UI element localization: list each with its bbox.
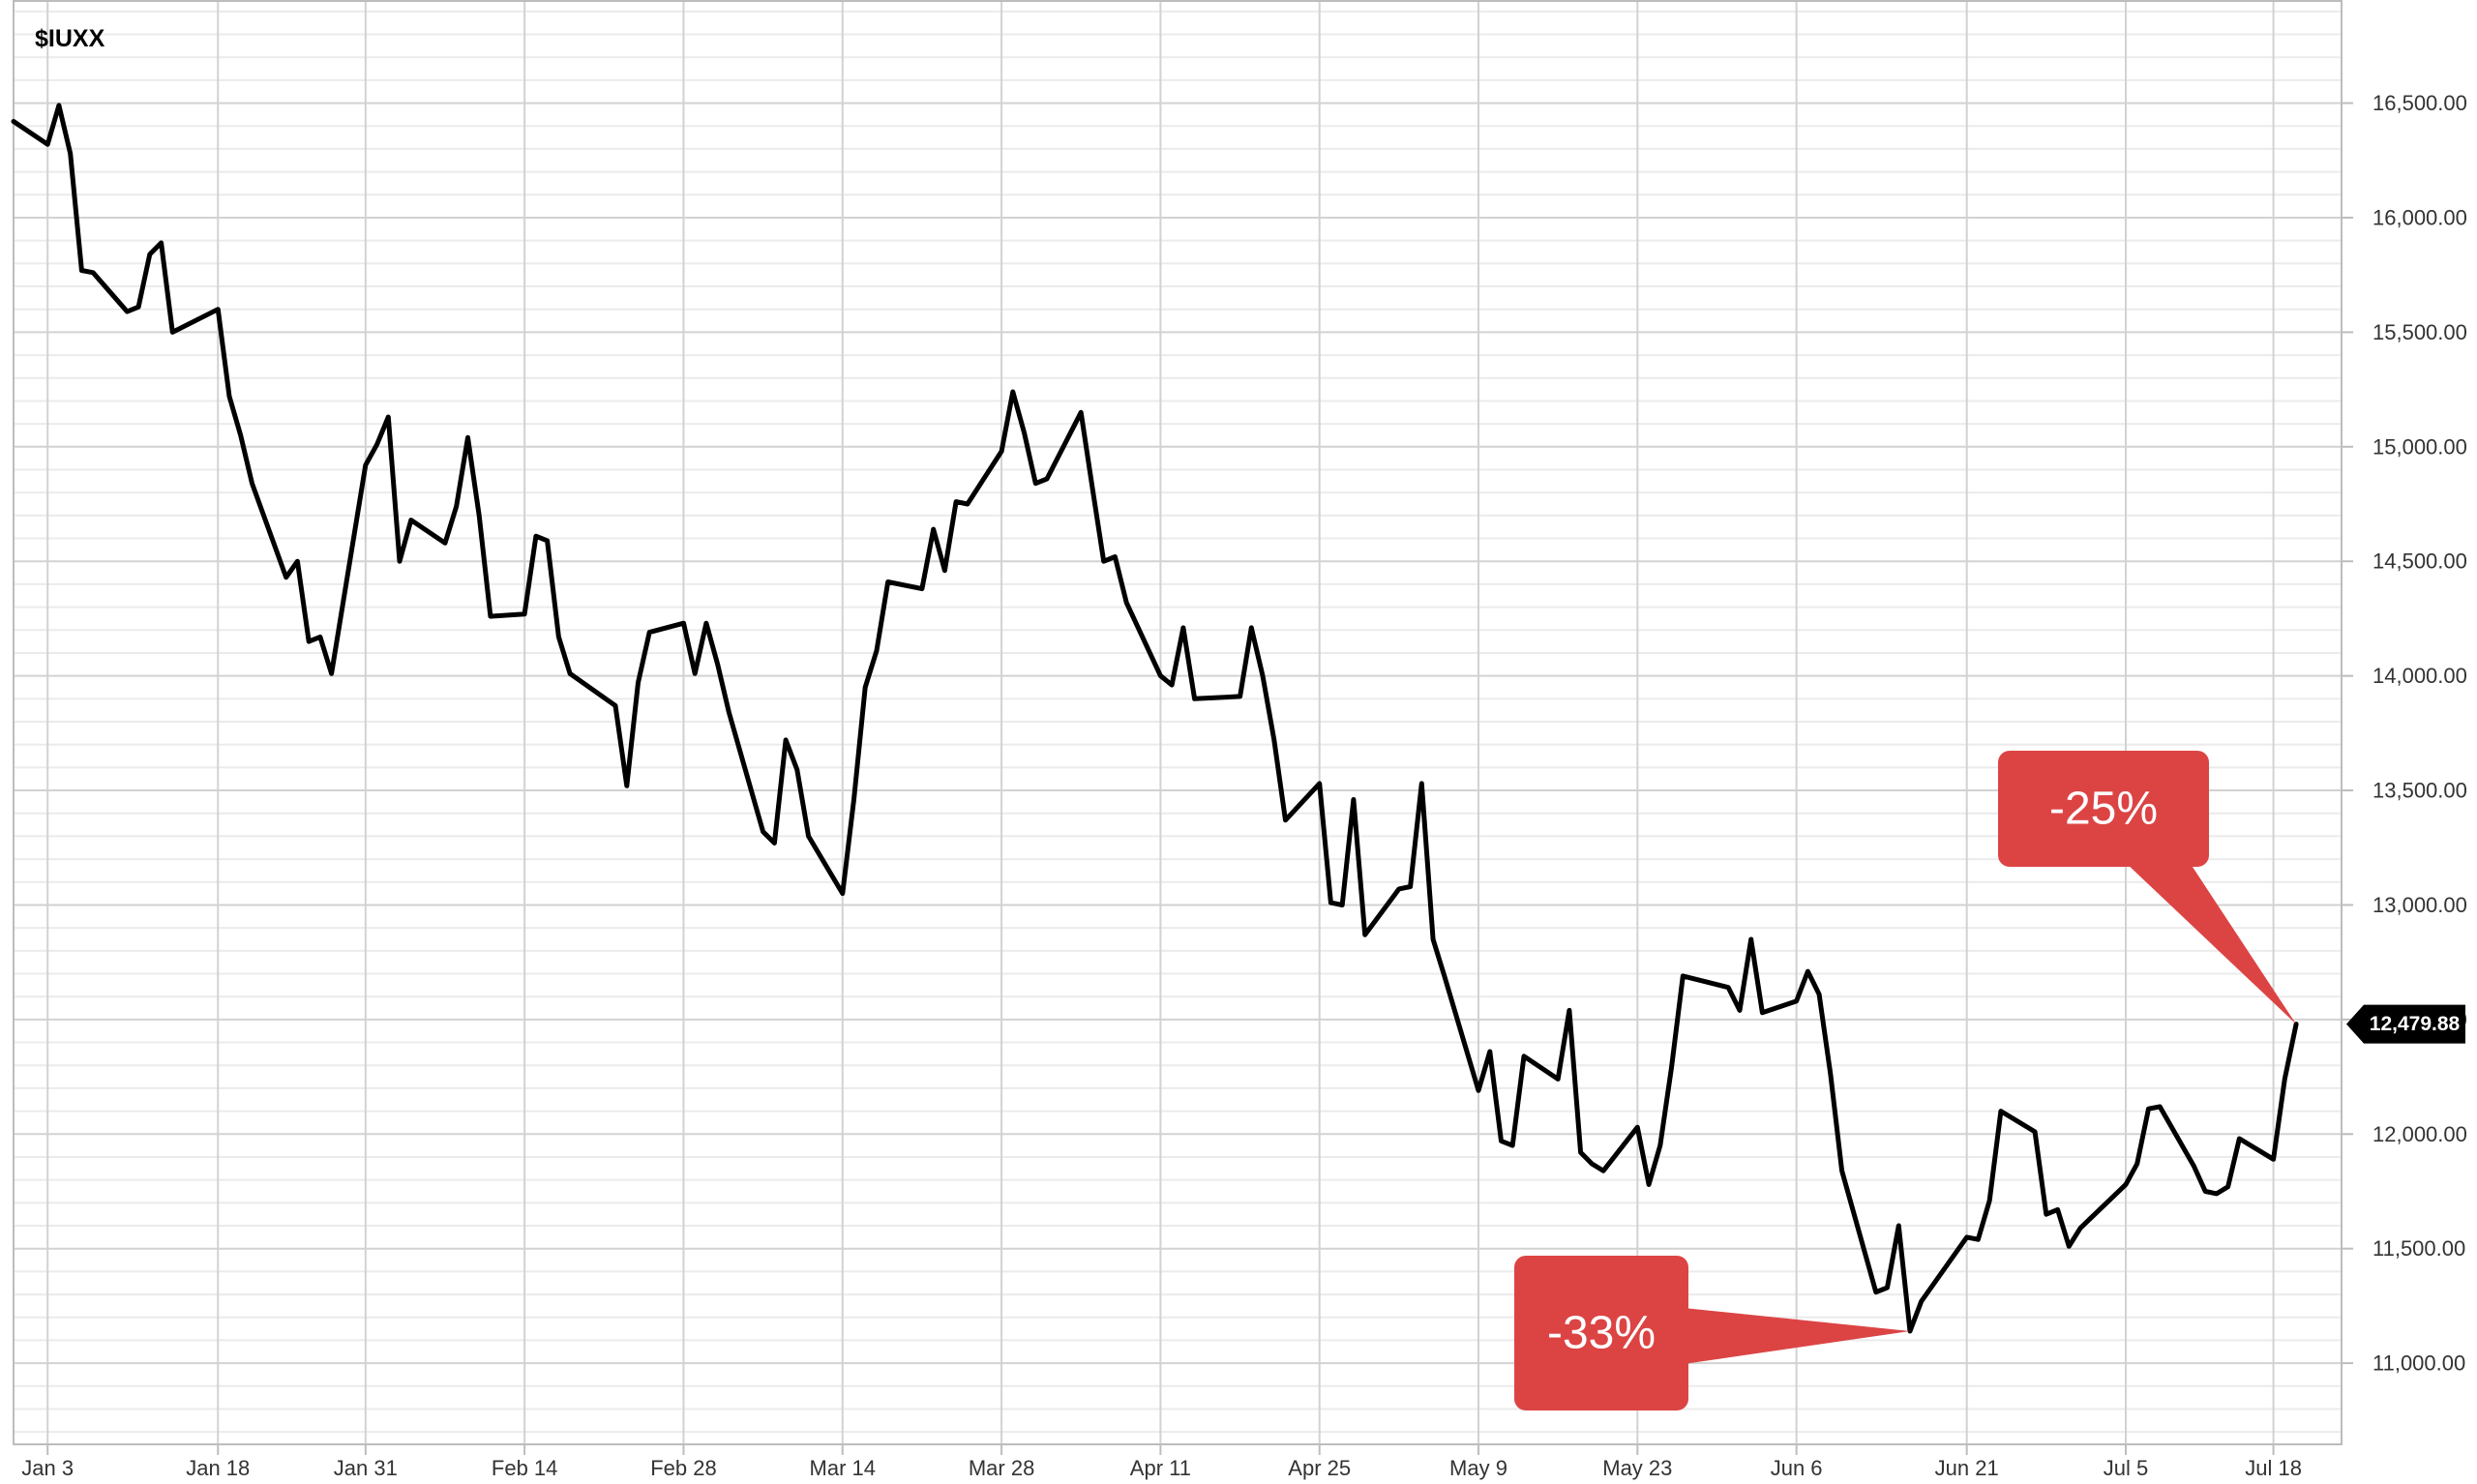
y-tick-label: 16,500.00 <box>2373 91 2467 115</box>
x-tick-label: Jun 6 <box>1771 1456 1823 1480</box>
y-tick-label: 11,000.00 <box>2373 1351 2465 1376</box>
minor-gridlines <box>14 10 2342 1434</box>
y-tick-label: 11,500.00 <box>2373 1236 2465 1261</box>
x-tick-label: Jan 31 <box>334 1456 398 1480</box>
callout-25-box <box>1998 751 2209 867</box>
callout-drawdown-33: -33% <box>1514 1256 1911 1410</box>
callout-33-pointer <box>1684 1308 1911 1364</box>
x-tick-label: May 23 <box>1602 1456 1672 1480</box>
major-gridlines <box>14 0 2342 1443</box>
x-tick-label: Apr 11 <box>1130 1456 1191 1480</box>
y-tick-label: 15,500.00 <box>2373 320 2467 344</box>
callout-33-label: -33% <box>1547 1308 1656 1359</box>
y-tick-label: 16,000.00 <box>2373 205 2467 229</box>
y-tick-label: 15,000.00 <box>2373 434 2467 459</box>
y-tick-label: 13,500.00 <box>2373 779 2467 803</box>
x-tick-label: Mar 14 <box>810 1456 876 1480</box>
x-tick-label: Jul 18 <box>2245 1456 2302 1480</box>
callout-25-pointer <box>2124 861 2297 1024</box>
y-axis: 16,500.00 16,000.00 15,500.00 15,000.00 14,5… <box>2342 91 2467 1376</box>
last-price-tag: 12,479.88 <box>2346 1004 2465 1044</box>
x-tick-label: Apr 25 <box>1288 1456 1351 1480</box>
last-price-tag-shape <box>2346 1004 2465 1044</box>
x-axis: Jan 3 Jan 18 Jan 31 Feb 14 Feb 28 Mar 14 Mar 2… <box>21 1443 2302 1480</box>
y-tick-label: 13,000.00 <box>2373 893 2467 917</box>
chart-title: $IUXX <box>35 25 105 52</box>
last-price-label: 12,479.88 <box>2370 1013 2461 1035</box>
x-tick-label: Jan 18 <box>186 1456 250 1480</box>
callout-drawdown-25: -25% <box>1998 751 2297 1024</box>
plot-frame <box>13 0 2343 1445</box>
x-tick-label: Jul 5 <box>2104 1456 2148 1480</box>
x-tick-label: Jan 3 <box>21 1456 74 1480</box>
callout-25-label: -25% <box>2049 784 2158 835</box>
x-tick-label: Feb 28 <box>650 1456 717 1480</box>
x-tick-label: Mar 28 <box>969 1456 1034 1480</box>
callout-33-box <box>1514 1256 1688 1410</box>
x-tick-label: Feb 14 <box>492 1456 558 1480</box>
y-tick-label: 12,000.00 <box>2373 1122 2467 1146</box>
y-tick-label: 14,000.00 <box>2373 664 2467 688</box>
x-tick-label: May 9 <box>1449 1456 1507 1480</box>
x-tick-label: Jun 21 <box>1935 1456 1999 1480</box>
price-line <box>11 103 2299 1334</box>
y-tick-label: 14,500.00 <box>2373 549 2467 574</box>
